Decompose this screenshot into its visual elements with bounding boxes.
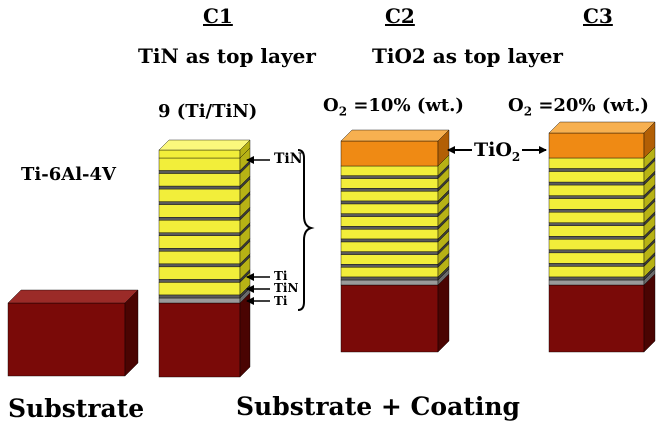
c1-tin-layer-front xyxy=(158,266,241,280)
stack-count-label: 9 (Ti/TiN) xyxy=(158,101,258,122)
c1-substrate-front xyxy=(158,302,241,378)
c2-ti-layer-front xyxy=(340,226,439,230)
substrate-coating-caption: Substrate + Coating xyxy=(236,392,520,421)
c1-tin-layer-front xyxy=(158,157,241,171)
c2-tin-layer-front xyxy=(340,254,439,265)
c1-ti-layer-front xyxy=(158,294,241,299)
c1-top-tin-top xyxy=(158,139,251,151)
substrate-material-label: Ti-6Al-4V xyxy=(21,164,116,185)
c2-tin-layer-front xyxy=(340,216,439,227)
c1-tin-layer-front xyxy=(158,282,241,296)
c3-ti-layer-front xyxy=(548,249,645,254)
c2-ti-layer-side xyxy=(437,265,450,281)
c1-tin-layer-front xyxy=(158,251,241,265)
c1-ti-layer-front xyxy=(158,217,241,221)
c2-ti-layer-front xyxy=(340,238,439,243)
c3-tin-layer-front xyxy=(548,266,645,278)
c2-top-tio2-front xyxy=(340,140,439,167)
c3-tin-layer-front xyxy=(548,239,645,251)
c3-ti-layer-front xyxy=(548,222,645,226)
c1-ti-layer-front xyxy=(158,263,241,268)
o2-c3-label: O2 =20% (wt.) xyxy=(508,95,649,119)
c2-tin-layer-front xyxy=(340,241,439,252)
tin-label-2: TiN xyxy=(274,281,299,295)
c1-tin-layer-front xyxy=(158,220,241,233)
c1-base-ti-front xyxy=(158,297,241,304)
c1-ti-layer-front xyxy=(158,201,241,205)
c1-tin-layer-front xyxy=(158,204,241,218)
c1-ti-layer-front xyxy=(158,232,241,236)
c1-ti-layer-front xyxy=(158,170,241,174)
c1-tin-layer-front xyxy=(158,235,241,249)
o2-c2-label: O2 =10% (wt.) xyxy=(323,95,464,119)
c3-top-tio2-front xyxy=(548,132,645,159)
c2-top-tio2-top xyxy=(340,129,450,142)
bare-substrate-side xyxy=(124,289,139,377)
c1-description: TiN as top layer xyxy=(138,44,316,68)
ti-label-1: Ti xyxy=(274,269,288,283)
bare-substrate-front xyxy=(7,302,126,377)
ti-label-3: Ti xyxy=(274,294,288,308)
c3-ti-layer-front xyxy=(548,263,645,267)
c3-tin-layer-front xyxy=(548,171,645,183)
c3-tin-layer-front xyxy=(548,184,645,196)
c2-ti-layer-front xyxy=(340,175,439,179)
tin-top-label: TiN xyxy=(274,151,303,167)
layer-brace xyxy=(297,149,315,311)
c2-tin-layer-front xyxy=(340,178,439,189)
tio2-label: TiO2 xyxy=(472,139,523,164)
c3-label: C3 xyxy=(583,4,613,28)
c1-tin-layer-front xyxy=(158,173,241,187)
c2-tin-layer-front xyxy=(340,203,439,214)
c3-tin-layer-front xyxy=(548,157,645,169)
c2-tin-layer-front xyxy=(340,229,439,240)
c1-ti-layer-front xyxy=(158,185,241,190)
c1-ti-layer-front xyxy=(158,279,241,283)
c3-ti-layer-side xyxy=(643,265,656,281)
c1-substrate-side xyxy=(239,292,251,378)
c3-ti-layer-front xyxy=(548,276,645,281)
c3-tin-layer-front xyxy=(548,212,645,223)
bare-substrate-top xyxy=(7,289,139,304)
c3-ti-layer-front xyxy=(548,181,645,186)
c2-ti-layer-front xyxy=(340,200,439,205)
c3-substrate-front xyxy=(548,284,645,353)
c2-ti-layer-front xyxy=(340,251,439,255)
c3-substrate-side xyxy=(643,273,656,353)
substrate-caption: Substrate xyxy=(8,394,145,423)
c2-tin-layer-front xyxy=(340,267,439,278)
c2-c3-description: TiO2 as top layer xyxy=(372,44,563,68)
c3-top-tio2-top xyxy=(548,121,656,134)
c2-tin-layer-front xyxy=(340,191,439,202)
c2-base-ti-front xyxy=(340,279,439,286)
c2-ti-layer-front xyxy=(340,213,439,217)
c2-ti-layer-front xyxy=(340,276,439,281)
c3-tin-layer-front xyxy=(548,225,645,237)
c3-ti-layer-front xyxy=(548,236,645,240)
c1-tin-layer-front xyxy=(158,188,241,202)
c3-tin-layer-front xyxy=(548,252,645,264)
c3-ti-layer-front xyxy=(548,209,645,213)
c1-ti-layer-front xyxy=(158,248,241,252)
c2-label: C2 xyxy=(385,4,415,28)
c2-ti-layer-front xyxy=(340,188,439,192)
c3-base-ti-front xyxy=(548,279,645,286)
c2-substrate-side xyxy=(437,273,450,353)
c3-ti-layer-front xyxy=(548,168,645,172)
c3-ti-layer-front xyxy=(548,195,645,199)
c2-tin-layer-front xyxy=(340,165,439,176)
c3-tin-layer-front xyxy=(548,198,645,210)
c1-top-tin-front xyxy=(158,149,241,159)
c1-label: C1 xyxy=(203,4,233,28)
c2-ti-layer-front xyxy=(340,264,439,268)
c2-substrate-front xyxy=(340,284,439,353)
